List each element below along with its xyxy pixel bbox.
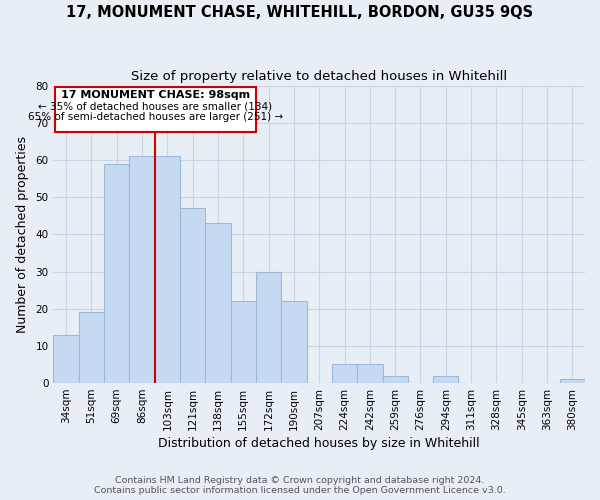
Text: 17 MONUMENT CHASE: 98sqm: 17 MONUMENT CHASE: 98sqm [61, 90, 250, 100]
Bar [357, 364, 383, 383]
Bar [155, 156, 180, 383]
Y-axis label: Number of detached properties: Number of detached properties [16, 136, 29, 333]
Title: Size of property relative to detached houses in Whitehill: Size of property relative to detached ho… [131, 70, 507, 83]
Text: ← 35% of detached houses are smaller (134): ← 35% of detached houses are smaller (13… [38, 101, 272, 111]
Bar [180, 208, 205, 383]
Bar [560, 380, 585, 383]
Bar [281, 302, 307, 383]
FancyBboxPatch shape [55, 88, 256, 132]
X-axis label: Distribution of detached houses by size in Whitehill: Distribution of detached houses by size … [158, 437, 480, 450]
Text: 65% of semi-detached houses are larger (251) →: 65% of semi-detached houses are larger (… [28, 112, 283, 122]
Bar [256, 272, 281, 383]
Bar [205, 223, 230, 383]
Bar [53, 334, 79, 383]
Bar [230, 302, 256, 383]
Bar [79, 312, 104, 383]
Bar [433, 376, 458, 383]
Text: 17, MONUMENT CHASE, WHITEHILL, BORDON, GU35 9QS: 17, MONUMENT CHASE, WHITEHILL, BORDON, G… [67, 5, 533, 20]
Text: Contains HM Land Registry data © Crown copyright and database right 2024.
Contai: Contains HM Land Registry data © Crown c… [94, 476, 506, 495]
Bar [104, 164, 130, 383]
Bar [383, 376, 408, 383]
Bar [130, 156, 155, 383]
Bar [332, 364, 357, 383]
